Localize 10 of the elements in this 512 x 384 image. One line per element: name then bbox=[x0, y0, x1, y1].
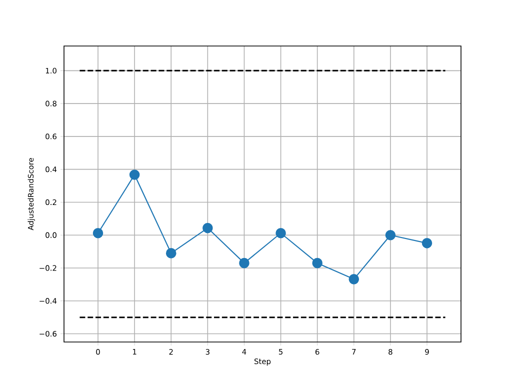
point bbox=[129, 170, 140, 180]
point bbox=[385, 230, 396, 240]
point bbox=[202, 222, 213, 234]
point bbox=[166, 248, 176, 258]
point bbox=[239, 258, 250, 268]
point bbox=[276, 228, 286, 238]
point bbox=[422, 238, 432, 248]
point bbox=[312, 258, 322, 268]
point bbox=[348, 274, 360, 284]
point bbox=[92, 228, 104, 238]
